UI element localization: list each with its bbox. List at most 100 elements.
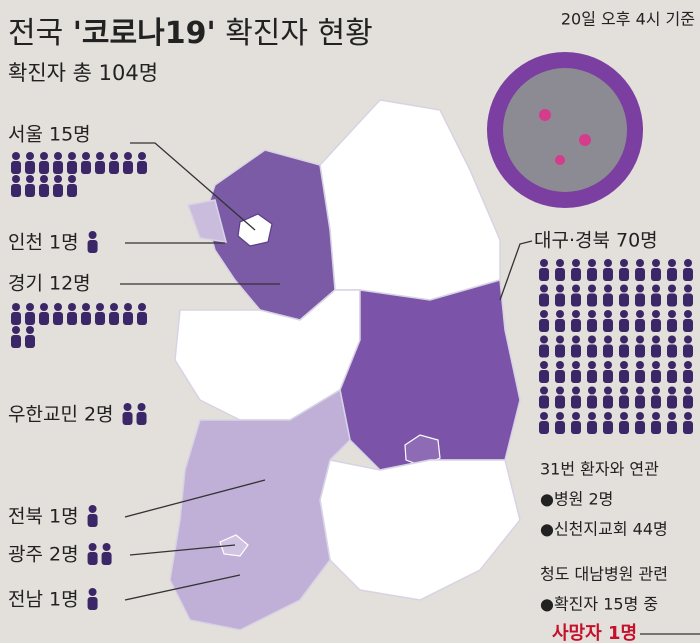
icon-body xyxy=(25,312,35,325)
person-icon xyxy=(87,231,98,253)
person-icon xyxy=(87,588,98,610)
icon-body xyxy=(87,240,98,253)
icon-head xyxy=(54,175,62,183)
title-part: '코로나19' xyxy=(73,16,216,51)
icon-body xyxy=(39,161,49,174)
icon-head xyxy=(138,152,146,160)
icon-head xyxy=(636,284,644,293)
icon-body xyxy=(539,395,549,409)
icon-head xyxy=(652,386,660,395)
person-icon xyxy=(619,310,629,332)
person-icon xyxy=(555,310,565,332)
icon-body xyxy=(81,312,91,325)
icon-head xyxy=(588,335,596,344)
icon-head xyxy=(604,361,612,369)
person-icon xyxy=(619,335,629,358)
region-label: 우한교민 2명 xyxy=(8,404,114,426)
person-icon xyxy=(11,152,21,174)
person-icon xyxy=(587,284,597,307)
icon-head xyxy=(96,152,104,160)
icon-head xyxy=(572,412,580,420)
icon-head xyxy=(40,175,48,183)
person-icon xyxy=(67,303,77,325)
icon-body xyxy=(587,370,597,383)
virus-dot xyxy=(579,134,591,146)
icon-head xyxy=(620,361,628,369)
icon-body xyxy=(539,370,549,383)
icon-body xyxy=(539,344,549,358)
person-icon xyxy=(667,335,677,358)
icon-body xyxy=(87,597,98,610)
icon-head xyxy=(540,335,548,344)
icon-body xyxy=(667,344,677,358)
person-icon xyxy=(571,259,581,281)
virus-body xyxy=(503,68,627,192)
icon-head xyxy=(684,310,692,318)
icon-body xyxy=(603,319,613,332)
person-icon xyxy=(651,361,661,383)
person-icon xyxy=(87,543,98,565)
icon-body xyxy=(651,395,661,409)
virus-dot xyxy=(555,155,565,165)
person-icon xyxy=(95,303,105,325)
person-icon xyxy=(667,412,677,434)
person-icon xyxy=(587,310,597,332)
icon-head xyxy=(12,152,20,160)
icon-head xyxy=(668,310,676,318)
person-icon xyxy=(587,335,597,358)
icon-body xyxy=(683,395,693,409)
note-deaths: 사망자 1명 xyxy=(552,623,637,643)
person-icon xyxy=(635,361,645,383)
icon-body xyxy=(95,161,105,174)
icon-body xyxy=(137,312,147,325)
icon-head xyxy=(684,386,692,395)
icon-body xyxy=(619,268,629,281)
title-part: 전국 xyxy=(8,16,73,51)
icon-body xyxy=(555,395,565,409)
icon-head xyxy=(572,335,580,344)
person-icon xyxy=(95,152,105,174)
icon-head xyxy=(652,284,660,293)
person-icon xyxy=(555,259,565,281)
icon-body xyxy=(651,319,661,332)
icon-head xyxy=(588,310,596,318)
person-icon xyxy=(539,259,549,281)
icon-body xyxy=(683,319,693,332)
icon-body xyxy=(122,412,133,425)
icon-head xyxy=(137,403,146,411)
icon-body xyxy=(587,293,597,307)
icon-head xyxy=(668,335,676,344)
icon-head xyxy=(684,259,692,267)
icon-body xyxy=(587,319,597,332)
person-icon xyxy=(571,284,581,307)
person-icon xyxy=(587,386,597,409)
person-icon xyxy=(87,505,98,527)
person-icon xyxy=(619,284,629,307)
person-icon xyxy=(667,386,677,409)
person-icon xyxy=(667,310,677,332)
icon-head xyxy=(668,386,676,395)
icon-head xyxy=(588,412,596,420)
note: ●신천지교회 44명 xyxy=(540,520,668,539)
icon-head xyxy=(588,284,596,293)
icon-body xyxy=(603,293,613,307)
person-icon xyxy=(571,412,581,434)
icon-body xyxy=(635,268,645,281)
person-icon xyxy=(539,386,549,409)
icon-head xyxy=(652,335,660,344)
person-icon xyxy=(39,175,49,197)
person-icon xyxy=(683,386,693,409)
icon-body xyxy=(571,344,581,358)
icon-head xyxy=(556,361,564,369)
icon-body xyxy=(587,268,597,281)
icon-head xyxy=(620,310,628,318)
subtitle: 확진자 총 104명 xyxy=(8,61,158,85)
virus-dot xyxy=(539,109,551,121)
map xyxy=(169,99,521,631)
icon-body xyxy=(651,370,661,383)
icon-head xyxy=(604,284,612,293)
icon-head xyxy=(556,412,564,420)
region-label: 서울 15명 xyxy=(8,124,91,146)
icon-body xyxy=(539,319,549,332)
icon-body xyxy=(619,421,629,434)
